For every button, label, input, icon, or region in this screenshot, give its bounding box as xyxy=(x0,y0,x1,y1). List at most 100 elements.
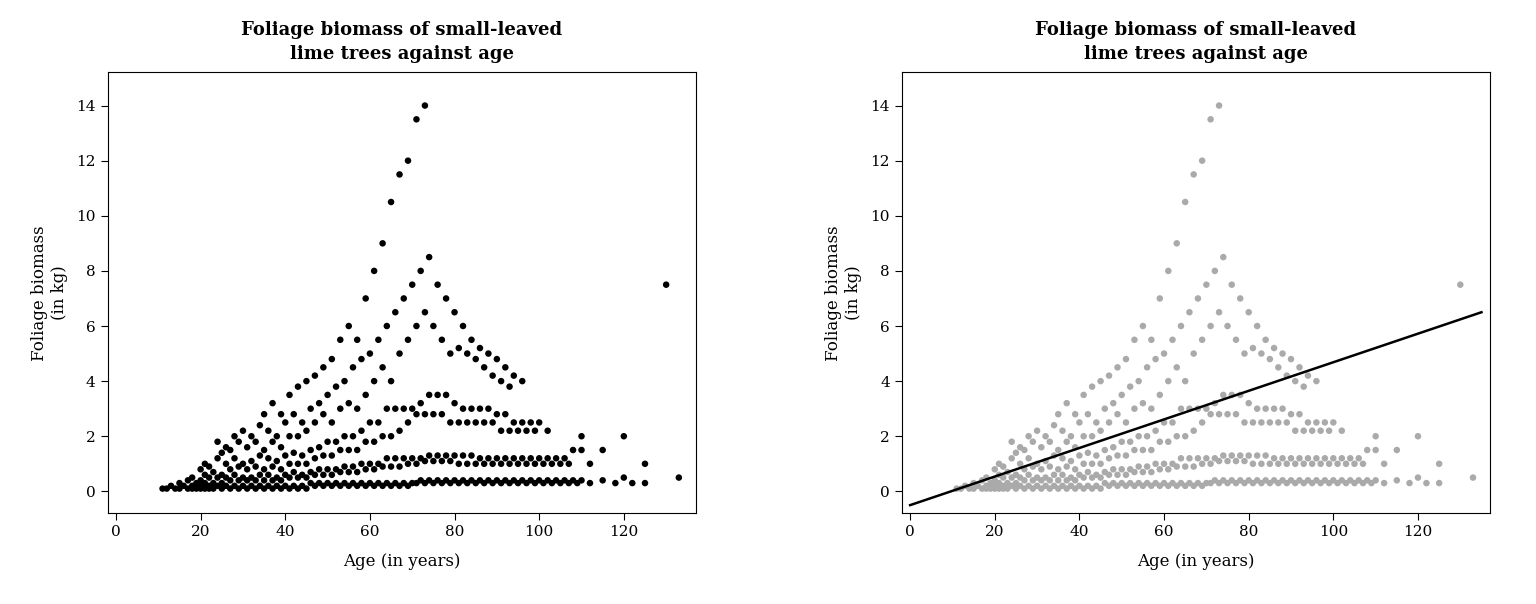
Point xyxy=(522,459,547,469)
Point xyxy=(158,481,183,490)
Point xyxy=(510,417,535,427)
Point xyxy=(1037,437,1061,446)
Point xyxy=(1092,445,1117,455)
Point xyxy=(510,454,535,463)
Point xyxy=(409,266,433,275)
Point xyxy=(366,335,390,345)
Point xyxy=(362,481,387,490)
Point xyxy=(1427,478,1452,488)
Point xyxy=(1003,448,1028,458)
Point xyxy=(379,431,404,441)
Point xyxy=(341,431,366,441)
Point xyxy=(991,481,1015,490)
Point xyxy=(1046,484,1071,493)
Point xyxy=(197,461,221,471)
Point xyxy=(1092,467,1117,477)
Point xyxy=(1080,431,1104,441)
Point xyxy=(1227,475,1252,485)
Point xyxy=(1270,349,1295,358)
Point xyxy=(519,454,544,463)
Point xyxy=(1296,371,1321,381)
Point xyxy=(1003,470,1028,480)
Point xyxy=(510,376,535,386)
Point xyxy=(1347,454,1372,463)
Point xyxy=(416,451,441,460)
Point xyxy=(409,475,433,485)
Point xyxy=(1003,478,1028,488)
Point xyxy=(362,376,387,386)
Point xyxy=(1186,478,1210,488)
Point xyxy=(1287,362,1312,372)
Point xyxy=(223,470,247,480)
Point xyxy=(416,475,441,485)
Point xyxy=(312,410,336,419)
Point xyxy=(387,461,412,471)
Point xyxy=(230,459,255,469)
Point xyxy=(1190,459,1215,469)
Point xyxy=(433,294,458,303)
Point xyxy=(366,459,390,469)
Point xyxy=(155,484,180,493)
Point xyxy=(307,399,332,408)
Point xyxy=(349,459,373,469)
Point xyxy=(167,478,192,488)
Point xyxy=(986,484,1011,493)
Point xyxy=(240,473,264,483)
Point xyxy=(1068,481,1092,490)
Point xyxy=(1114,417,1138,427)
Point xyxy=(421,410,445,419)
Point xyxy=(1118,464,1143,474)
Point xyxy=(464,459,488,469)
Point xyxy=(1364,445,1389,455)
Point xyxy=(1330,454,1355,463)
Point xyxy=(590,475,614,485)
Point xyxy=(1283,478,1307,488)
Point xyxy=(332,461,356,471)
Point xyxy=(1372,459,1396,469)
Point xyxy=(206,473,230,483)
Point xyxy=(978,484,1003,493)
Point xyxy=(1054,437,1078,446)
Point xyxy=(488,426,513,435)
Point xyxy=(570,431,594,441)
Point xyxy=(986,470,1011,480)
Point xyxy=(324,382,349,391)
Point xyxy=(298,445,323,455)
Point xyxy=(464,354,488,364)
Point xyxy=(995,484,1020,493)
Point xyxy=(442,307,467,317)
Point xyxy=(298,404,323,414)
Point xyxy=(1017,470,1041,480)
Point xyxy=(1203,454,1227,463)
Point xyxy=(349,354,373,364)
Point xyxy=(413,478,438,488)
Point xyxy=(1224,478,1249,488)
Point xyxy=(1258,417,1283,427)
Point xyxy=(1330,426,1355,435)
Point xyxy=(1012,445,1037,455)
Point xyxy=(1338,475,1362,485)
Point xyxy=(1177,307,1201,317)
Point xyxy=(1186,454,1210,463)
Point xyxy=(324,478,349,488)
Point xyxy=(269,442,293,452)
Point xyxy=(570,475,594,485)
Point xyxy=(467,343,492,353)
Point xyxy=(1249,349,1273,358)
Point xyxy=(1350,459,1375,469)
Point xyxy=(189,484,214,493)
Point xyxy=(1071,431,1095,441)
Point xyxy=(962,478,986,488)
Point xyxy=(192,484,217,493)
Point xyxy=(983,484,1008,493)
Point xyxy=(1058,481,1083,490)
Point xyxy=(522,478,547,488)
Point xyxy=(1338,454,1362,463)
Point xyxy=(1207,307,1232,317)
Point xyxy=(379,376,404,386)
Point xyxy=(430,478,455,488)
Point xyxy=(995,467,1020,477)
Point xyxy=(1097,470,1121,480)
Point xyxy=(1333,478,1358,488)
Point xyxy=(214,481,238,490)
